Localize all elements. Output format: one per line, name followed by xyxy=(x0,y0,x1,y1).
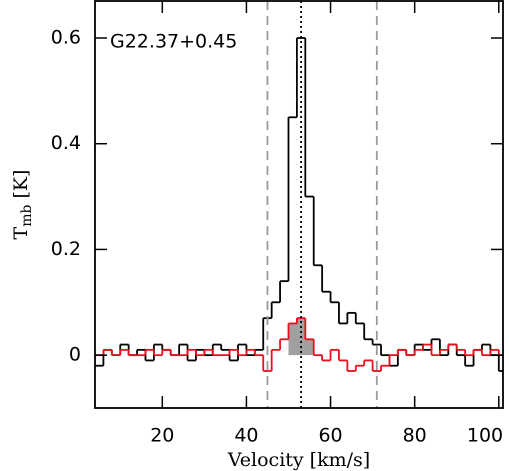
x-tick-label: 60 xyxy=(318,425,342,447)
x-axis-label: Velocity [km/s] xyxy=(227,449,370,471)
x-tick-label: 20 xyxy=(150,425,174,447)
plot-frame xyxy=(94,0,504,409)
y-axis-label: Tmb [K] xyxy=(10,170,35,240)
x-tick-label: 100 xyxy=(467,425,503,447)
y-tick-label: 0.2 xyxy=(51,238,81,260)
plot-area xyxy=(95,1,503,408)
y-tick-label: 0.6 xyxy=(51,27,81,49)
y-tick-label: 0 xyxy=(69,344,81,366)
y-label-subscript: mb xyxy=(19,205,35,227)
y-tick-label: 0.4 xyxy=(51,132,81,154)
x-tick-label: 80 xyxy=(403,425,427,447)
y-label-unit: [K] xyxy=(10,170,32,199)
x-tick-label: 40 xyxy=(234,425,258,447)
annotation: G22.37+0.45 xyxy=(110,31,237,53)
y-label-main: T xyxy=(10,226,32,239)
